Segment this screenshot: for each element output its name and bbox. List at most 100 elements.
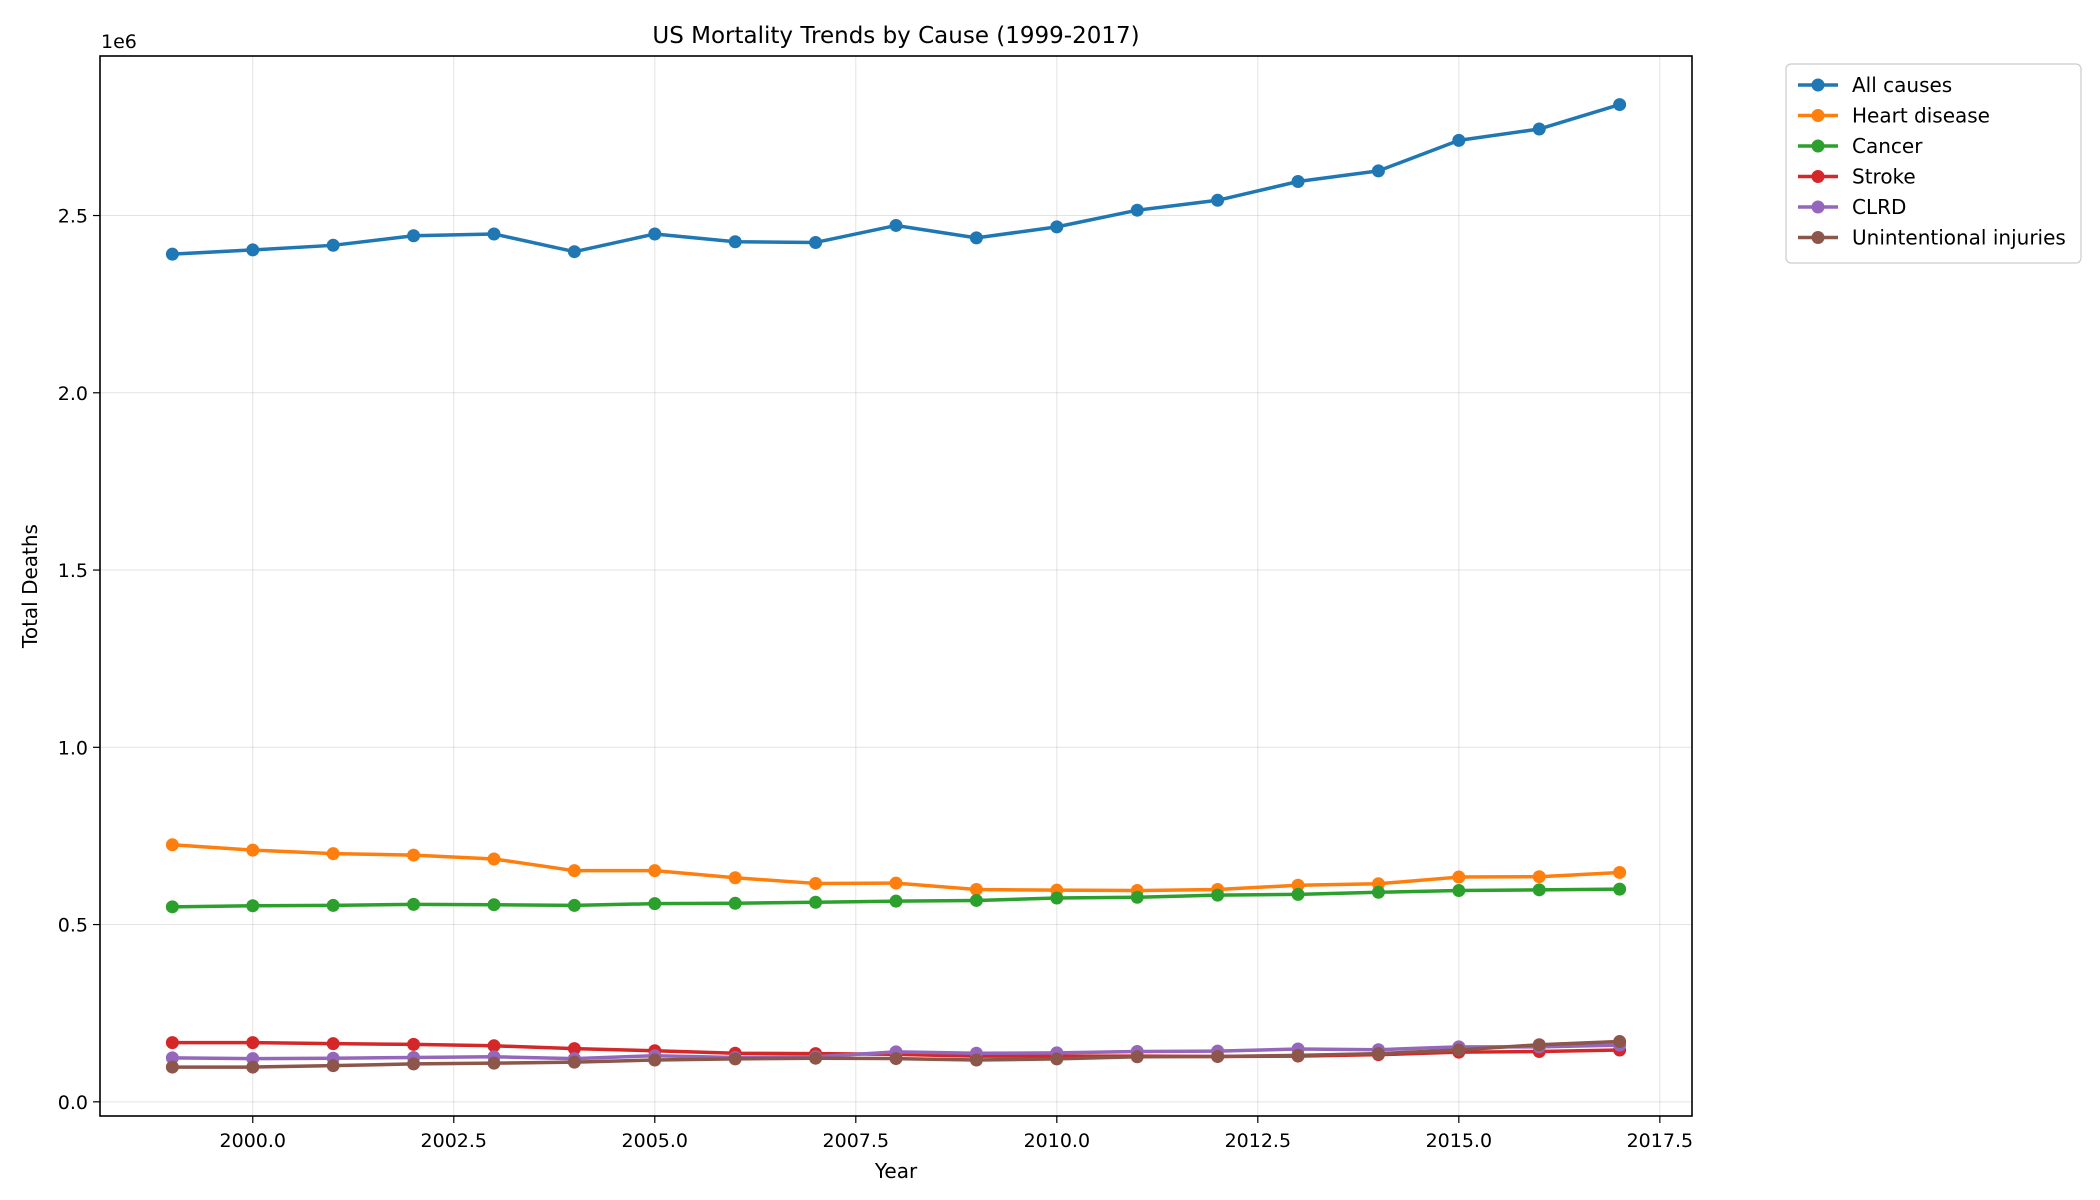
data-point [728,235,742,249]
data-point [1371,164,1385,178]
legend: All causes Heart disease Cancer Stroke CLRD U… [1785,63,2082,264]
legend-marker [1811,170,1825,183]
data-point [407,897,421,911]
data-point [809,1051,823,1065]
y-tick-label: 2.0 [58,383,88,405]
series-cancer [165,882,1627,914]
data-point [567,245,581,259]
legend-marker [1811,78,1825,92]
data-point [407,1057,421,1071]
data-point [889,876,903,890]
data-point [1130,890,1144,904]
data-point [567,1042,581,1056]
data-point [567,1055,581,1069]
data-point [1532,1038,1546,1052]
x-tick-label: 2012.5 [1225,1130,1291,1152]
legend-label: All causes [1852,73,1952,97]
data-point [246,843,260,857]
data-point [326,898,340,912]
y-tick-label: 1.0 [58,737,88,759]
y-tick-label: 2.5 [58,206,88,228]
series-unintentional-injuries [165,1035,1627,1074]
legend-item: Heart disease [1798,104,1990,128]
y-axis-label: Total Deaths [18,524,42,649]
data-point [889,218,903,232]
data-point [246,899,260,913]
data-point [407,848,421,862]
data-point [648,897,662,911]
data-point [487,1056,501,1070]
data-point [809,876,823,890]
legend-marker [1811,109,1825,122]
plot-frame [99,55,1693,1117]
data-point [969,893,983,907]
data-point [326,847,340,861]
x-tick-label: 2010.0 [1024,1130,1090,1152]
data-point [165,247,179,261]
data-point [246,243,260,257]
data-point [1532,883,1546,897]
data-point [648,227,662,241]
data-point [1050,891,1064,905]
data-point [648,1053,662,1067]
data-point [1532,122,1546,136]
data-point [1130,203,1144,217]
legend-box [1785,63,2082,264]
data-point [246,1060,260,1074]
data-point [1452,884,1466,898]
data-point [567,864,581,878]
x-tick-label: 2017.5 [1627,1130,1693,1152]
data-point [487,227,501,241]
data-point [246,1036,260,1050]
data-point [1211,888,1225,902]
grid [100,56,1692,1116]
data-point [1613,1035,1627,1049]
data-point [1291,887,1305,901]
legend-label: Stroke [1852,165,1916,189]
data-point [1211,1049,1225,1063]
ticks: 2000.0 2002.5 2005.0 2007.5 2010.0 2012.5 2015… [58,206,1693,1152]
data-point [407,1037,421,1051]
data-point [1130,1050,1144,1064]
data-point [1371,1047,1385,1061]
legend-label: Cancer [1852,134,1923,158]
legend-item: Unintentional injuries [1798,226,2066,250]
data-point [1291,1048,1305,1062]
data-point [728,1052,742,1066]
data-point [1452,133,1466,147]
x-tick-label: 2000.0 [220,1130,286,1152]
x-tick-label: 2005.0 [622,1130,688,1152]
data-point [165,1051,179,1065]
legend-label: Unintentional injuries [1852,226,2066,250]
data-point [889,1052,903,1066]
data-point [1050,220,1064,234]
legend-marker [1811,200,1825,214]
data-point [1050,1052,1064,1066]
data-point [326,1037,340,1051]
data-point [648,864,662,878]
data-point [1371,885,1385,899]
legend-label: Heart disease [1852,104,1990,128]
x-tick-label: 2015.0 [1426,1130,1492,1152]
data-point [1452,870,1466,884]
data-point [487,852,501,866]
data-point [1291,174,1305,188]
data-point [969,882,983,896]
data-point [407,229,421,243]
y-tick-label: 0.0 [58,1092,88,1114]
x-axis-label: Year [874,1159,918,1183]
data-point [809,235,823,249]
data-point [165,838,179,852]
legend-item: Stroke [1798,165,1916,189]
data-point [165,1060,179,1074]
data-point [728,871,742,885]
series-heart-disease [165,838,1627,898]
legend-label: CLRD [1852,195,1906,219]
y-tick-label: 1.5 [58,560,88,582]
data-point [165,1036,179,1050]
data-point [1291,878,1305,892]
legend-item: Cancer [1798,134,1923,158]
legend-item: All causes [1798,73,1952,97]
